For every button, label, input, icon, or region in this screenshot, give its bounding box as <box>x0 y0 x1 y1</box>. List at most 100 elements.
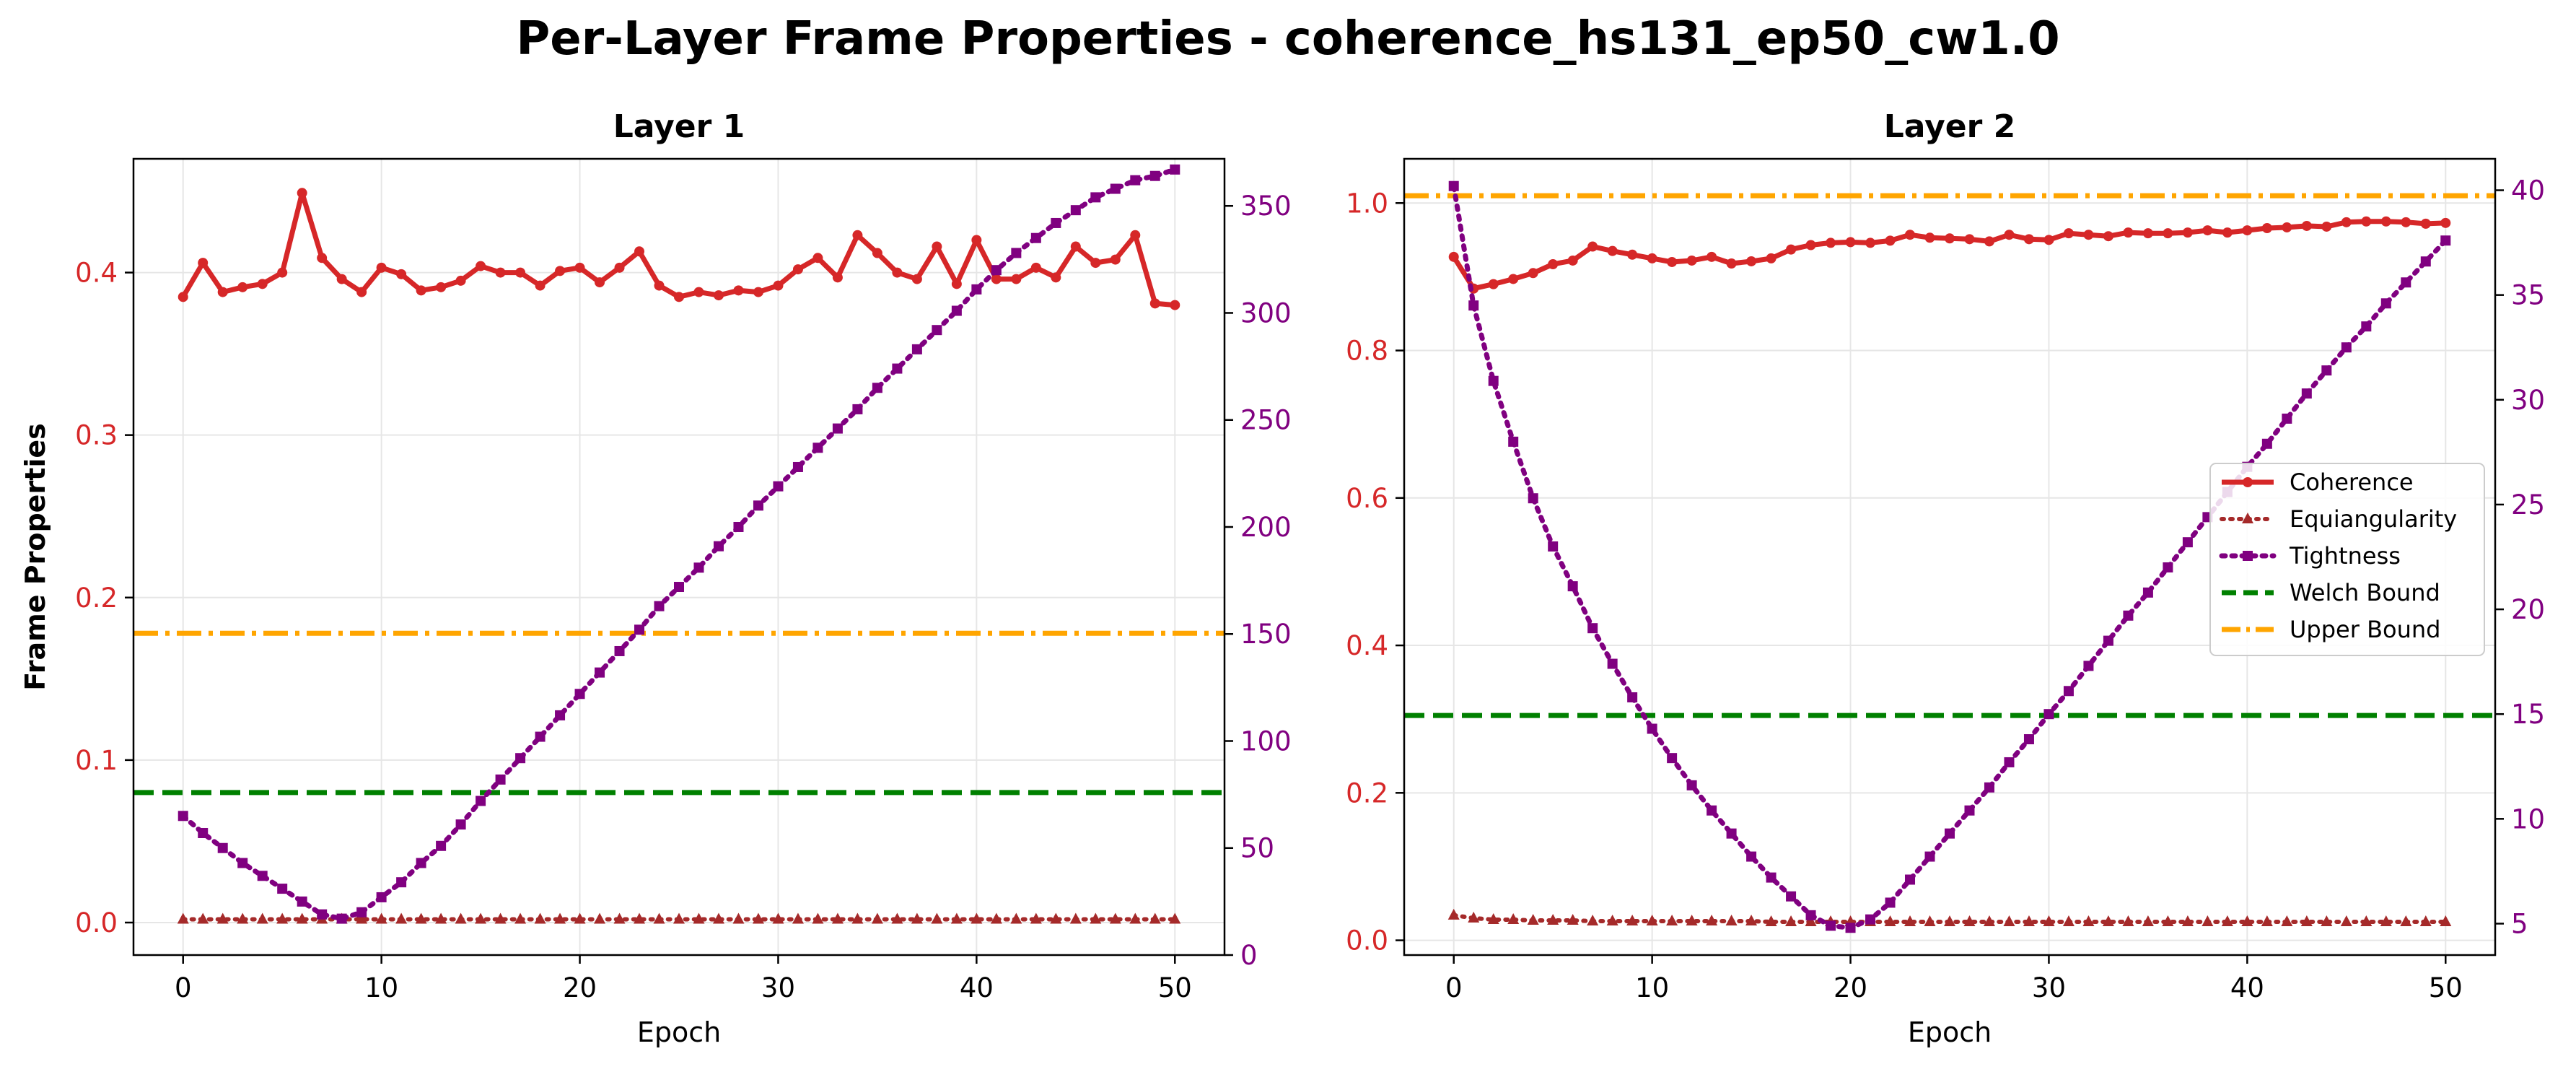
coherence-point <box>1766 253 1777 263</box>
y2-tick-label: 20 <box>2511 594 2545 625</box>
x-axis-label: Epoch <box>637 1016 721 1048</box>
equiangularity-point <box>1765 915 1777 927</box>
coherence-point <box>595 277 605 288</box>
equiangularity-point <box>2062 915 2075 927</box>
panel-layer-1: 0 10 20 30 40 50 0.0 0.1 0.2 0.3 0.4 0 50 100 150 200 25… <box>19 108 1292 1048</box>
tightness-point <box>1051 217 1061 228</box>
equiangularity-point <box>2162 915 2174 927</box>
equiangularity-point <box>673 912 685 924</box>
coherence-point <box>1885 235 1896 246</box>
equiangularity-point <box>792 912 804 924</box>
coherence-series-line <box>1451 219 2446 292</box>
equiangularity-point <box>732 912 745 924</box>
tightness-point <box>2361 321 2372 332</box>
tightness-point <box>1567 581 1578 592</box>
tightness-point <box>257 871 268 881</box>
equiangularity-point <box>950 912 963 924</box>
coherence-point <box>713 290 724 301</box>
equiangularity-point <box>435 912 447 924</box>
equiangularity-point <box>1010 912 1022 924</box>
tightness-point <box>1587 623 1598 634</box>
equiangularity-point <box>197 912 209 924</box>
tightness-point <box>595 667 605 678</box>
equiangularity-point <box>812 912 824 924</box>
equiangularity-point <box>1944 915 1955 927</box>
tightness-point <box>1607 658 1618 669</box>
coherence-point <box>376 262 387 273</box>
coherence-point <box>812 253 823 263</box>
tightness-point <box>1528 493 1538 504</box>
legend-item-upper: Upper Bound <box>2222 616 2440 643</box>
y2-tick-label: 40 <box>2511 175 2545 206</box>
legend-item-welch: Welch Bound <box>2222 579 2440 606</box>
tightness-point <box>991 265 1002 276</box>
coherence-point <box>2361 216 2372 227</box>
equiangularity-point <box>2419 915 2432 927</box>
equiangularity-point <box>1706 915 1718 926</box>
tightness-point <box>1508 436 1519 447</box>
x-tick-label: 10 <box>364 972 398 1003</box>
coherence-point <box>2163 228 2173 239</box>
coherence-point <box>1826 238 1836 248</box>
tightness-point <box>1766 872 1777 883</box>
tightness-point <box>2321 365 2332 376</box>
legend-label: Upper Bound <box>2290 616 2440 643</box>
y2-tick-label: 10 <box>2511 803 2545 834</box>
equiangularity-point <box>2440 915 2452 927</box>
coherence-point <box>2440 217 2451 228</box>
equiangularity-point <box>1487 912 1499 924</box>
tightness-point <box>2123 610 2134 621</box>
x-tick-label: 20 <box>1834 972 1867 1003</box>
coherence-point <box>2063 228 2074 239</box>
tightness-point <box>832 423 843 434</box>
equiangularity-point <box>574 912 586 924</box>
coherence-point <box>2401 217 2411 227</box>
equiangularity-point <box>971 912 983 924</box>
tightness-point <box>911 344 922 354</box>
tightness-point <box>753 500 763 511</box>
equiangularity-point <box>415 912 427 924</box>
tightness-point <box>792 461 803 472</box>
legend-item-tightness: Tightness <box>2219 542 2401 570</box>
equiangularity-point <box>2281 915 2293 927</box>
equiangularity-point <box>2003 915 2015 927</box>
tightness-point <box>1905 874 1916 885</box>
coherence-point <box>1070 241 1081 252</box>
tightness-point <box>932 325 942 336</box>
y2-tick-label: 250 <box>1240 405 1292 436</box>
coherence-point <box>436 282 447 292</box>
tightness-point <box>2380 298 2391 309</box>
coherence-point <box>2202 225 2213 236</box>
coherence-point <box>932 241 942 252</box>
tightness-point <box>812 443 823 453</box>
equiangularity-point <box>1785 915 1797 927</box>
coherence-point <box>753 287 763 297</box>
coherence-point <box>2123 227 2134 238</box>
y2-tick-label: 350 <box>1240 191 1292 222</box>
equiangularity-point <box>2241 915 2253 927</box>
coherence-point <box>1865 238 1876 248</box>
coherence-point <box>277 267 288 278</box>
x-tick-label: 40 <box>960 972 994 1003</box>
equiangularity-point <box>256 912 268 924</box>
y2-tick-label: 150 <box>1240 619 1292 650</box>
equiangularity-point <box>1626 915 1639 926</box>
coherence-point <box>495 267 506 278</box>
tightness-point <box>1070 205 1081 216</box>
tightness-point <box>476 796 486 806</box>
coherence-point <box>1707 251 1717 262</box>
tightness-point <box>2142 587 2153 598</box>
y-tick-label: 0.0 <box>75 907 118 938</box>
tightness-point <box>1924 851 1935 862</box>
tightness-point <box>555 710 566 720</box>
equiangularity-point <box>177 912 189 924</box>
coherence-point <box>1149 298 1160 309</box>
coherence-point <box>1647 253 1657 263</box>
tightness-point <box>376 892 387 902</box>
tightness-point <box>2083 661 2094 671</box>
coherence-point <box>773 280 784 291</box>
y-tick-label: 0.3 <box>75 420 118 451</box>
tightness-point <box>396 877 407 888</box>
legend-label: Welch Bound <box>2290 579 2440 606</box>
